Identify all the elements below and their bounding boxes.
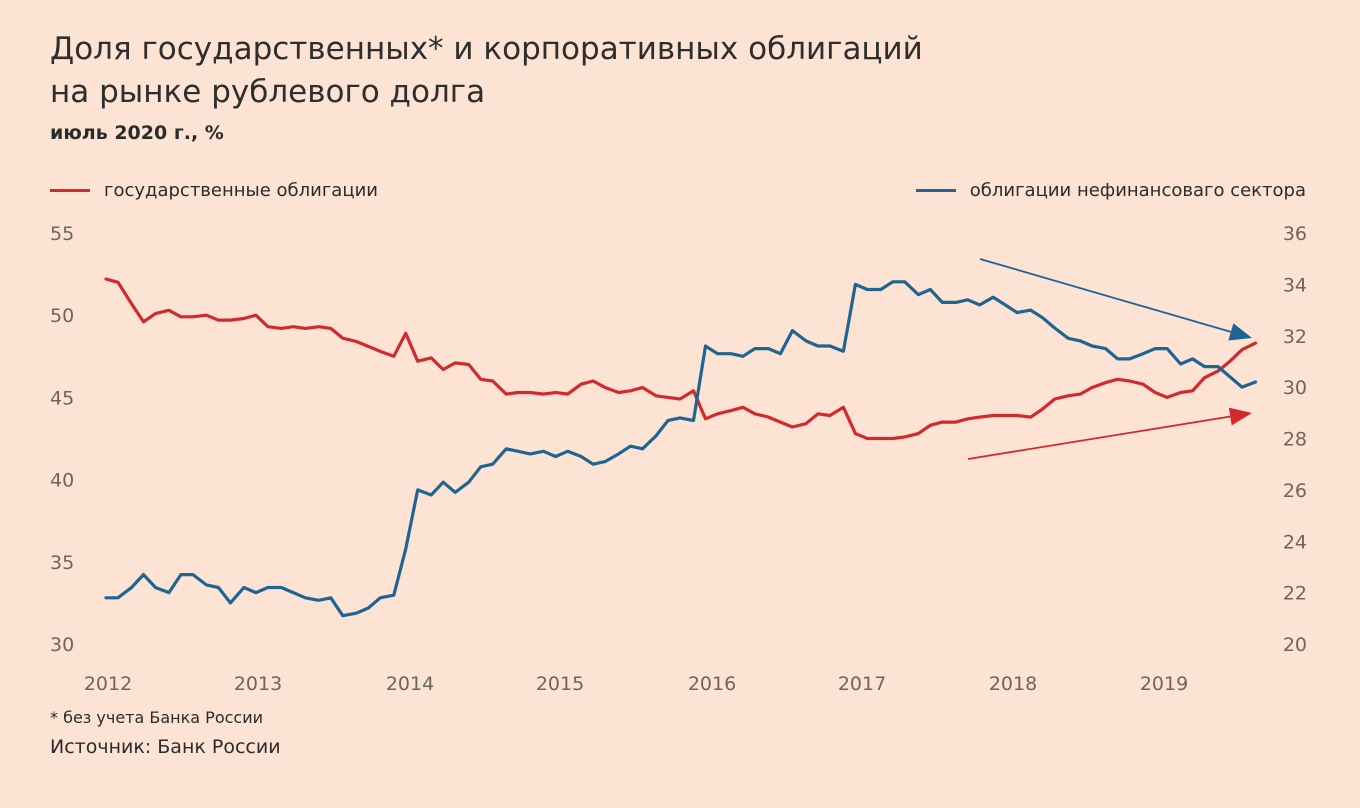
series-lines <box>104 277 1258 618</box>
left-axis-tick-label: 45 <box>50 387 74 409</box>
right-axis-tick-label: 26 <box>1283 480 1307 502</box>
x-axis-tick-label: 2012 <box>84 673 132 695</box>
x-axis: 2012 2013 2014 2015 2016 2017 2018 2019 <box>84 673 1188 695</box>
legend-corp-swatch <box>915 189 956 192</box>
left-axis-tick-label: 40 <box>50 470 74 492</box>
left-axis-tick-label: 50 <box>50 305 74 327</box>
trend-arrows <box>967 258 1252 460</box>
legend-gov-swatch <box>50 189 90 192</box>
legend-corp-label: облигации нефинансоваго сектора <box>969 180 1306 201</box>
right-axis-tick-label: 22 <box>1283 583 1307 605</box>
chart-title: Доля государственных* и корпоративных об… <box>50 28 923 114</box>
right-axis-tick-label: 28 <box>1283 429 1307 451</box>
chart-subtitle: июль 2020 г., % <box>50 122 224 144</box>
left-axis-tick-label: 30 <box>50 634 74 656</box>
right-axis-tick-label: 30 <box>1283 377 1307 399</box>
x-axis-tick-label: 2017 <box>838 673 886 695</box>
x-axis-tick-label: 2018 <box>989 673 1037 695</box>
x-axis-tick-label: 2015 <box>536 673 584 695</box>
left-axis: 30 35 40 45 50 55 <box>50 223 74 656</box>
x-axis-tick-label: 2014 <box>386 673 434 695</box>
footnote: * без учета Банка России <box>50 708 263 727</box>
x-axis-tick-label: 2016 <box>688 673 736 695</box>
right-axis-tick-label: 34 <box>1283 274 1307 296</box>
left-axis-tick-label: 55 <box>50 223 74 245</box>
right-axis-tick-label: 32 <box>1283 326 1307 348</box>
x-axis-tick-label: 2019 <box>1140 673 1188 695</box>
trend-arrow-corp <box>979 258 1252 341</box>
source-note: Источник: Банк России <box>50 736 281 758</box>
left-axis-tick-label: 35 <box>50 552 74 574</box>
right-axis-tick-label: 20 <box>1283 634 1307 656</box>
chart-title-line-2: на рынке рублевого долга <box>50 74 486 110</box>
series-line-corp <box>104 280 1258 618</box>
right-axis-tick-label: 24 <box>1283 531 1307 553</box>
right-axis-tick-label: 36 <box>1283 223 1307 245</box>
legend-gov-label: государственные облигации <box>104 180 378 201</box>
x-axis-tick-label: 2013 <box>234 673 282 695</box>
legend-corp: облигации нефинансоваго сектора <box>915 180 1306 201</box>
series-line-gov <box>104 277 1258 441</box>
chart-title-line-1: Доля государственных* и корпоративных об… <box>50 31 923 67</box>
trend-arrow-gov <box>967 407 1252 460</box>
legend-gov: государственные облигации <box>50 180 378 201</box>
right-axis: 20 22 24 26 28 30 32 34 36 <box>1283 223 1307 656</box>
